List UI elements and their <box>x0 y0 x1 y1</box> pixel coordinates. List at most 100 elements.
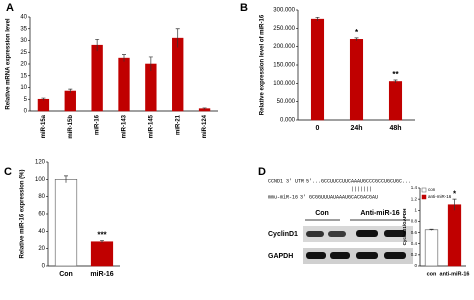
x-tick-label: miR-15a <box>41 114 47 138</box>
y-tick-label: 60 <box>38 212 45 218</box>
error-bar <box>315 16 320 21</box>
x-tick-label: con <box>427 271 437 277</box>
y-tick-label: 10 <box>20 85 27 91</box>
y-axis-label: Relative expression level of miR-16 <box>260 14 266 115</box>
y-tick-label: 1.4 <box>411 185 418 190</box>
annotation: *** <box>97 231 107 240</box>
y-tick-label: 0.2 <box>411 252 418 257</box>
y-tick-label: 0 <box>414 263 417 268</box>
bar <box>388 81 403 121</box>
y-tick-label: 150.000 <box>273 63 295 69</box>
bar <box>447 204 462 267</box>
utr-label: CCND1 3' UTR <box>268 178 304 184</box>
panel-label: D <box>258 166 266 178</box>
y-tick-label: 120 <box>35 160 46 166</box>
legend-label: anti-miR-16 <box>428 194 452 199</box>
y-tick-label: 0.4 <box>411 241 418 246</box>
x-tick-label: miR-143 <box>122 114 128 138</box>
x-tick-label: 24h <box>350 125 362 132</box>
bar <box>91 44 103 112</box>
y-tick-label: 0 <box>42 264 46 270</box>
error-bar <box>452 198 457 211</box>
x-tick-label: miR-124 <box>202 114 208 138</box>
blot-band <box>330 252 350 259</box>
error-bar <box>41 97 46 101</box>
x-tick-label: Con <box>59 271 73 278</box>
utr-sequence: 5'...GCCUUCCUUCAAAUGCCCGCCUGCUGC... <box>306 178 411 184</box>
blot-band <box>384 252 406 259</box>
group-label: Con <box>315 210 329 217</box>
y-tick-label: 40 <box>20 15 27 21</box>
bar <box>90 241 114 267</box>
y-tick-label: 0 <box>24 109 28 115</box>
y-tick-label: 30 <box>20 38 27 44</box>
error-bar <box>95 38 100 52</box>
y-axis-label: Relative mRNA expression level <box>6 18 12 109</box>
error-bar <box>202 107 207 110</box>
bar <box>37 98 50 112</box>
y-tick-label: 20 <box>38 246 45 252</box>
error-bar <box>429 228 434 231</box>
blot-band <box>384 230 406 237</box>
error-bar <box>100 240 104 244</box>
y-tick-label: 15 <box>20 73 27 79</box>
blot-band <box>306 252 326 259</box>
legend-swatch <box>421 187 427 193</box>
annotation: * <box>453 189 457 198</box>
error-bar <box>122 54 126 62</box>
panel-label: A <box>6 2 14 14</box>
y-tick-label: 1 <box>414 207 417 212</box>
blot-band <box>306 231 324 237</box>
y-tick-label: 35 <box>20 26 27 32</box>
legend-swatch <box>421 194 427 200</box>
panel-label: B <box>240 2 248 14</box>
y-tick-label: 80 <box>38 194 45 200</box>
blot-band <box>356 252 378 259</box>
x-tick-label: miR-16 <box>90 271 113 278</box>
y-tick-label: 50.000 <box>277 99 296 105</box>
y-tick-label: 100 <box>35 177 46 183</box>
y-tick-label: 0.000 <box>280 118 296 124</box>
y-tick-label: 200.000 <box>273 44 295 50</box>
y-tick-label: 5 <box>24 97 28 103</box>
y-tick-label: 0.6 <box>411 230 418 235</box>
y-tick-label: 100.000 <box>273 81 295 87</box>
legend-label: con <box>428 187 436 192</box>
error-bar <box>148 56 153 72</box>
x-tick-label: 0 <box>316 125 320 132</box>
bar <box>54 179 78 267</box>
y-axis-label: Relative miR-16 expression (%) <box>20 169 26 258</box>
x-tick-label: 48h <box>389 125 401 132</box>
pairing: ||||||| <box>351 186 372 192</box>
bar <box>118 57 130 112</box>
annotation: * <box>355 28 359 37</box>
error-bar <box>354 37 359 41</box>
error-bar <box>393 79 398 83</box>
mir-sequence: 3' GCGGUUUAUAAAUGCACGACGAU <box>300 194 378 200</box>
x-tick-label: miR-145 <box>148 114 154 138</box>
blot-panel: CCND1 3' UTR 5'...GCCUUCCUUCAAAUGCCCGCCU… <box>268 178 413 264</box>
x-tick-label: miR-21 <box>175 114 181 135</box>
y-tick-label: 0.8 <box>411 219 418 224</box>
bar <box>349 39 364 121</box>
bar <box>424 229 439 267</box>
panel-label: C <box>4 166 12 178</box>
bar <box>64 90 76 112</box>
y-tick-label: 250.000 <box>273 26 295 32</box>
row-label: CyclinD1 <box>268 231 298 238</box>
group-label: Anti-miR-16 <box>360 210 399 217</box>
y-tick-label: 20 <box>20 62 27 68</box>
mir-label: mmu-miR-16 <box>268 194 298 200</box>
blot-band <box>356 230 378 237</box>
error-bar <box>68 88 73 93</box>
y-axis-label: CyclinD1/GAPDH <box>402 209 407 246</box>
bar <box>172 37 184 112</box>
y-tick-label: 25 <box>20 50 27 56</box>
y-tick-label: 40 <box>38 229 45 235</box>
bar <box>310 18 325 121</box>
x-tick-label: miR-15b <box>68 115 74 139</box>
x-tick-label: miR-16 <box>95 114 101 135</box>
y-tick-label: 300.000 <box>273 8 295 14</box>
error-bar <box>175 28 180 48</box>
